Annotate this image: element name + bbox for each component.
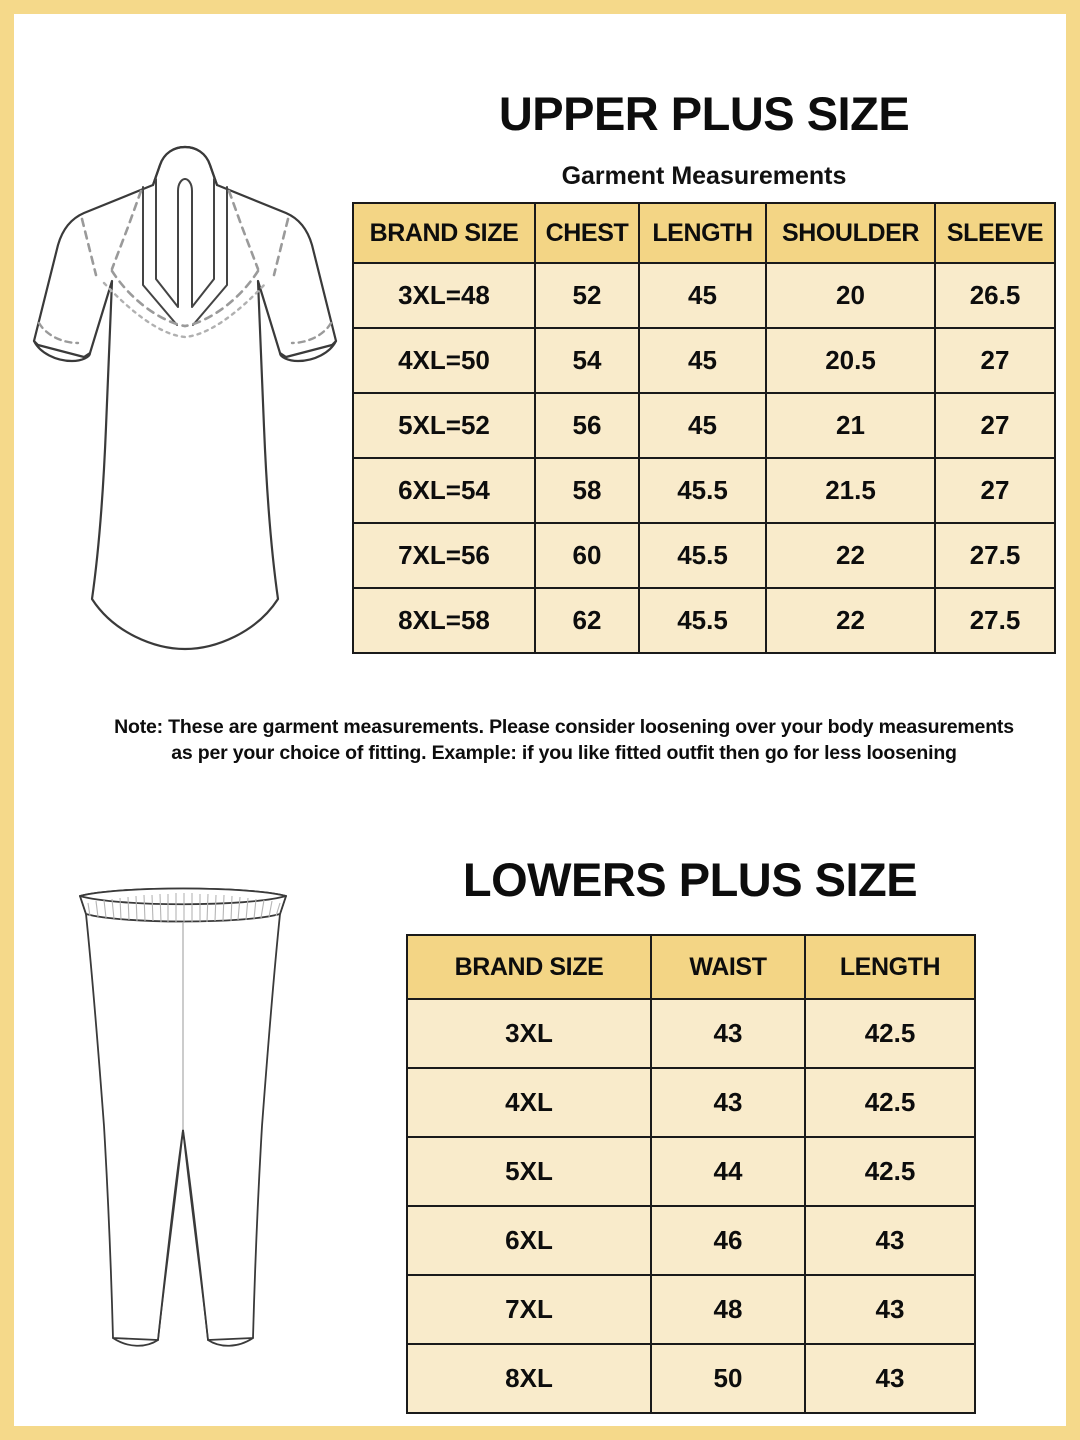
column-header-shoulder: SHOULDER [765, 202, 936, 264]
cell-waist: 46 [650, 1205, 806, 1276]
column-header-brand-size: BRAND SIZE [406, 934, 652, 1000]
cell-waist: 43 [650, 1067, 806, 1138]
table-header-row: BRAND SIZE WAIST LENGTH [406, 934, 976, 1000]
column-header-waist: WAIST [650, 934, 806, 1000]
column-header-length: LENGTH [804, 934, 976, 1000]
table-row: 7XL=56 60 45.5 22 27.5 [352, 522, 1056, 589]
cell-chest: 62 [534, 587, 640, 654]
cell-length: 42.5 [804, 1067, 976, 1138]
cell-length: 43 [804, 1343, 976, 1414]
cell-sleeve: 27 [934, 327, 1056, 394]
lower-size-table: BRAND SIZE WAIST LENGTH 3XL 43 42.5 4XL … [406, 934, 976, 1414]
table-row: 8XL=58 62 45.5 22 27.5 [352, 587, 1056, 654]
cell-waist: 43 [650, 998, 806, 1069]
cell-length: 42.5 [804, 998, 976, 1069]
cell-brand-size: 5XL=52 [352, 392, 536, 459]
cell-chest: 52 [534, 262, 640, 329]
cell-shoulder: 22 [765, 587, 936, 654]
cell-waist: 50 [650, 1343, 806, 1414]
column-header-brand-size: BRAND SIZE [352, 202, 536, 264]
cell-shoulder: 22 [765, 522, 936, 589]
cell-sleeve: 27.5 [934, 522, 1056, 589]
table-row: 7XL 48 43 [406, 1274, 976, 1345]
cell-shoulder: 20.5 [765, 327, 936, 394]
cell-length: 45 [638, 392, 767, 459]
cell-chest: 60 [534, 522, 640, 589]
table-row: 3XL 43 42.5 [406, 998, 976, 1069]
upper-section-subtitle: Garment Measurements [561, 162, 847, 190]
table-row: 8XL 50 43 [406, 1343, 976, 1414]
cell-sleeve: 26.5 [934, 262, 1056, 329]
upper-section-title: UPPER PLUS SIZE [498, 87, 910, 140]
cell-brand-size: 6XL [406, 1205, 652, 1276]
cell-shoulder: 21 [765, 392, 936, 459]
cell-chest: 56 [534, 392, 640, 459]
cell-brand-size: 8XL [406, 1343, 652, 1414]
cell-shoulder: 21.5 [765, 457, 936, 524]
cell-length: 45 [638, 262, 767, 329]
cell-brand-size: 8XL=58 [352, 587, 536, 654]
cell-length: 42.5 [804, 1136, 976, 1207]
cell-brand-size: 6XL=54 [352, 457, 536, 524]
cell-brand-size: 4XL [406, 1067, 652, 1138]
table-row: 6XL 46 43 [406, 1205, 976, 1276]
column-header-length: LENGTH [638, 202, 767, 264]
column-header-chest: CHEST [534, 202, 640, 264]
cell-waist: 44 [650, 1136, 806, 1207]
cell-sleeve: 27 [934, 457, 1056, 524]
table-header-row: BRAND SIZE CHEST LENGTH SHOULDER SLEEVE [352, 202, 1056, 264]
kurta-technical-drawing [32, 145, 338, 651]
cell-length: 43 [804, 1274, 976, 1345]
cell-chest: 58 [534, 457, 640, 524]
lower-section-title: LOWERS PLUS SIZE [462, 853, 918, 906]
cell-length: 43 [804, 1205, 976, 1276]
note-line-2: as per your choice of fitting. Example: … [171, 742, 957, 764]
cell-length: 45 [638, 327, 767, 394]
table-row: 4XL 43 42.5 [406, 1067, 976, 1138]
cell-length: 45.5 [638, 522, 767, 589]
table-row: 5XL 44 42.5 [406, 1136, 976, 1207]
cell-brand-size: 4XL=50 [352, 327, 536, 394]
cell-sleeve: 27.5 [934, 587, 1056, 654]
upper-size-table: BRAND SIZE CHEST LENGTH SHOULDER SLEEVE … [352, 202, 1056, 654]
pants-technical-drawing [79, 887, 287, 1347]
cell-chest: 54 [534, 327, 640, 394]
cell-brand-size: 3XL=48 [352, 262, 536, 329]
table-row: 6XL=54 58 45.5 21.5 27 [352, 457, 1056, 524]
page-inner: UPPER PLUS SIZE Garment Measurements [14, 14, 1066, 1426]
measurement-note: Note: These are garment measurements. Pl… [94, 714, 1034, 766]
note-line-1: Note: These are garment measurements. Pl… [114, 716, 1014, 738]
table-row: 5XL=52 56 45 21 27 [352, 392, 1056, 459]
column-header-sleeve: SLEEVE [934, 202, 1056, 264]
cell-brand-size: 7XL [406, 1274, 652, 1345]
cell-brand-size: 3XL [406, 998, 652, 1069]
cell-length: 45.5 [638, 587, 767, 654]
table-row: 4XL=50 54 45 20.5 27 [352, 327, 1056, 394]
cell-brand-size: 5XL [406, 1136, 652, 1207]
cell-brand-size: 7XL=56 [352, 522, 536, 589]
table-row: 3XL=48 52 45 20 26.5 [352, 262, 1056, 329]
cell-sleeve: 27 [934, 392, 1056, 459]
cell-shoulder: 20 [765, 262, 936, 329]
cell-waist: 48 [650, 1274, 806, 1345]
cell-length: 45.5 [638, 457, 767, 524]
